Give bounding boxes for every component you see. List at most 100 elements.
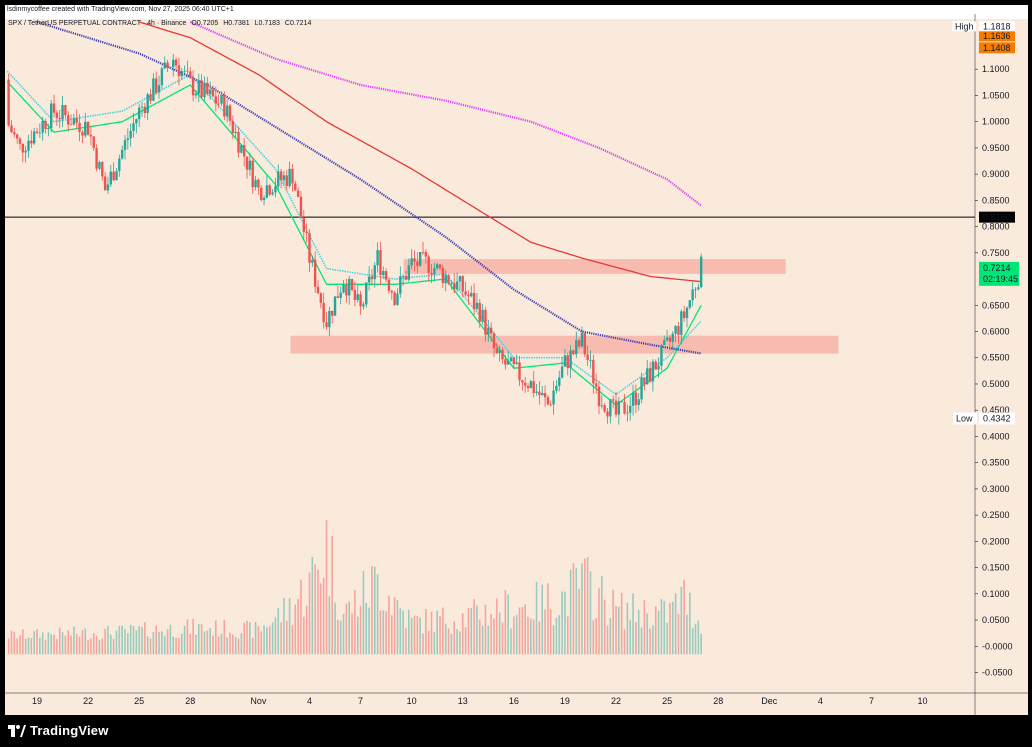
volume-bar [178,637,180,655]
volume-bar [166,629,169,655]
y-tick-label: 0.4500 [982,405,1010,415]
candle-body [453,283,456,290]
y-tick-label: -0.0500 [982,668,1013,678]
candle-body [586,354,589,361]
volume-bar [697,620,700,655]
volume-bar [416,615,419,655]
volume-bar [161,631,163,655]
candle-body [126,138,130,141]
volume-bar [601,576,603,655]
volume-bar [524,604,526,655]
x-tick-label: 22 [611,696,621,706]
volume-bar [473,599,475,655]
candle-body [61,105,64,120]
candle-body [106,184,110,191]
candle-body [296,190,300,197]
volume-bar [246,620,248,655]
candle-body [101,162,104,177]
candle-body [583,333,586,355]
volume-bar [453,621,456,655]
candle-body [467,294,470,297]
y-tick-label: 0.6500 [982,300,1010,310]
candle-body [103,176,107,191]
candle-body [455,281,459,290]
volume-bar [322,577,325,655]
volume-bar [163,635,166,655]
candle-body [118,158,121,172]
volume-bar [595,617,597,655]
volume-bar [158,631,160,655]
candle-body [396,293,399,305]
price-axis[interactable]: 1.1000 1.0500 1.0000 0.9500 0.9000 0.8500 0.80… [974,14,1013,715]
candle-body [379,250,382,275]
candle-body [424,252,428,257]
volume-bar [527,616,529,655]
candle-body [305,231,308,234]
candle-body [183,70,186,72]
candle-body [268,185,271,195]
candle-body [217,103,220,105]
candle-body [274,186,277,193]
candle-body [86,121,90,135]
tradingview-logo[interactable]: TradingView [8,723,109,738]
volume-bar [274,617,277,655]
volume-bar [197,624,200,655]
candle-body [441,268,445,284]
candle-body [538,391,541,395]
candle-body [52,103,56,113]
volume-bar [95,635,98,655]
candle-body [603,405,606,412]
volume-bar [90,638,92,655]
candle-body [302,217,306,232]
candle-body [523,382,527,386]
candle-body [214,96,218,104]
candle-body [620,401,623,403]
volume-bar [376,574,379,655]
price-chart[interactable]: 1.1000 1.0500 1.0000 0.9500 0.9000 0.8500 0.80… [0,0,1032,715]
volume-bar [618,606,620,655]
volume-bar [53,634,55,655]
volume-bar [19,635,21,655]
candle-body [481,309,484,322]
ohlc-low: L0.7183 [254,20,280,27]
volume-bar [649,628,651,655]
volume-bar [118,625,121,655]
volume-bar [305,605,308,655]
candle-body [95,148,98,169]
volume-bar [510,628,512,655]
volume-bar [674,593,677,655]
candle-body [38,132,42,134]
volume-bar [10,630,13,655]
candle-body [64,105,67,116]
volume-bar [549,609,552,655]
volume-bar [183,625,186,655]
candle-body [555,385,558,391]
candle-body [401,275,405,277]
candle-body [691,289,694,301]
candle-body [339,292,342,298]
candle-body [129,130,132,139]
volume-bar [390,615,393,655]
volume-bar [243,622,245,655]
volume-bar [124,629,126,655]
x-tick-label: 7 [869,696,874,706]
x-tick-label: 19 [32,696,42,706]
volume-bar [249,622,251,655]
volume-bar [331,535,333,655]
candle-body [356,294,359,300]
time-axis[interactable]: 19 22 25 28 Nov 4 7 10 13 16 19 22 25 28 Dec 4 7 10 [5,692,1028,706]
volume-bar [220,633,223,655]
volume-bar [569,569,572,655]
volume-bar [683,579,685,655]
volume-bar [583,558,586,655]
candle-body [191,77,195,96]
volume-bar [478,619,481,655]
candle-body [566,355,569,369]
candle-body [342,284,345,293]
volume-bar [598,587,600,655]
candle-body [279,171,283,181]
candle-body [112,171,115,181]
volume-bar [317,569,319,655]
candle-body [32,131,36,144]
candle-body [674,326,677,334]
